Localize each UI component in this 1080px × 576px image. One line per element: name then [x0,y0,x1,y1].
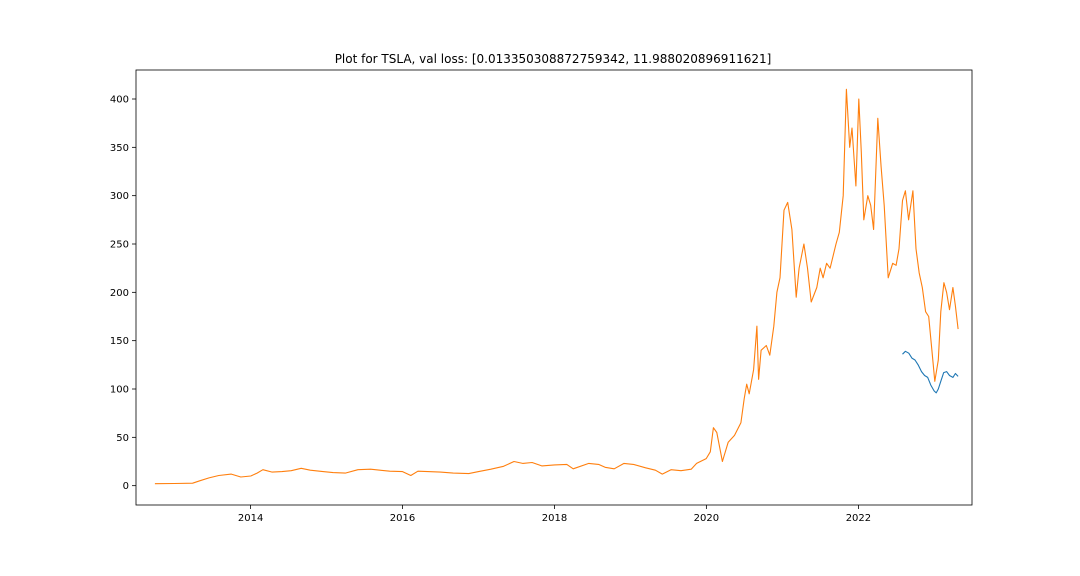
y-tick-label: 100 [110,385,129,396]
x-tick-label: 2014 [238,513,263,524]
y-tick-label: 400 [110,95,129,106]
x-tick-label: 2020 [694,513,719,524]
plot-frame [135,69,973,506]
x-tick-label: 2018 [542,513,567,524]
y-tick-label: 300 [110,191,129,202]
series-line-0 [154,88,959,485]
plot-lines [154,88,959,485]
y-tick-label: 350 [110,143,129,154]
chart-title: Plot for TSLA, val loss: [0.013350308872… [335,52,772,66]
y-tick-label: 50 [116,433,129,444]
y-tick-label: 250 [110,240,129,251]
y-tick-label: 150 [110,336,129,347]
x-tick-label: 2022 [846,513,871,524]
axes: 2014 2016 2018 2020 2022 0 50 100 150 200 250 300 35… [110,69,973,524]
y-tick-label: 200 [110,288,129,299]
series-line-1 [902,350,959,394]
y-tick-label: 0 [123,481,129,492]
x-tick-label: 2016 [390,513,415,524]
